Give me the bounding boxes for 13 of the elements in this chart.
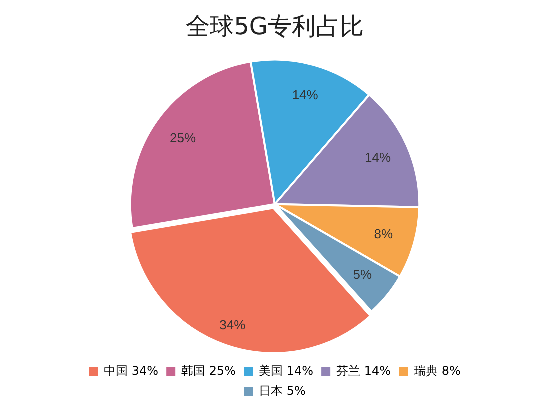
legend-label: 日本 5% bbox=[259, 384, 306, 398]
data-label: 5% bbox=[353, 266, 372, 282]
legend-label: 中国 34% bbox=[104, 364, 159, 378]
chart-title: 全球5G专利占比 bbox=[186, 12, 364, 41]
legend-label: 韩国 25% bbox=[182, 364, 236, 378]
legend-label: 美国 14% bbox=[259, 364, 314, 378]
data-label: 14% bbox=[292, 87, 319, 102]
legend-label: 瑞典 8% bbox=[414, 364, 461, 378]
data-label: 14% bbox=[365, 150, 392, 166]
legend-label: 芬兰 14% bbox=[336, 364, 392, 378]
data-label: 25% bbox=[170, 130, 197, 146]
data-label: 8% bbox=[374, 226, 394, 242]
data-label: 34% bbox=[220, 318, 246, 333]
